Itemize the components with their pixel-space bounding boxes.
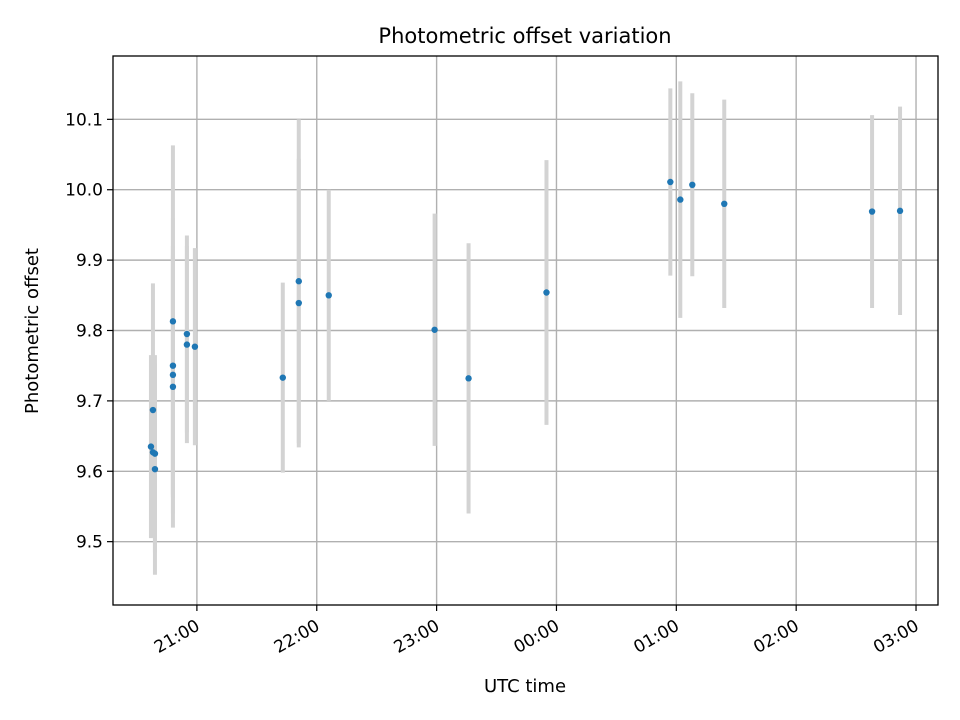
data-point: [721, 200, 728, 208]
y-tick-label: 9.5: [76, 533, 103, 553]
y-tick-label: 9.7: [76, 392, 103, 412]
data-point: [169, 383, 177, 391]
data-point: [689, 181, 696, 189]
data-point: [325, 292, 332, 299]
data-point: [667, 178, 674, 186]
y-tick-label: 10.1: [65, 110, 103, 130]
data-point: [169, 318, 177, 325]
y-tick-label: 9.9: [76, 251, 103, 271]
data-point: [279, 374, 286, 381]
grid: [113, 56, 938, 605]
data-point: [147, 443, 155, 450]
data-point: [295, 299, 302, 307]
y-tick-label: 9.6: [76, 462, 103, 482]
data-point: [149, 406, 157, 414]
data-point: [169, 362, 177, 369]
data-point: [431, 326, 438, 333]
data-point: [183, 341, 191, 348]
data-point: [151, 465, 159, 473]
chart-title: Photometric offset variation: [378, 24, 671, 48]
data-point: [191, 343, 199, 350]
data-point: [295, 278, 302, 285]
data-point: [151, 450, 159, 457]
y-axis-label: Photometric offset: [22, 248, 43, 414]
x-axis-label: UTC time: [484, 676, 566, 697]
data-point: [183, 330, 191, 338]
data-points: [147, 178, 904, 473]
data-point: [465, 375, 472, 382]
data-point: [896, 207, 904, 215]
data-point: [169, 371, 177, 379]
data-point: [677, 196, 684, 203]
y-tick-label: 9.8: [76, 322, 103, 342]
data-point: [543, 289, 550, 296]
data-point: [868, 208, 876, 215]
y-tick-label: 10.0: [65, 181, 103, 201]
